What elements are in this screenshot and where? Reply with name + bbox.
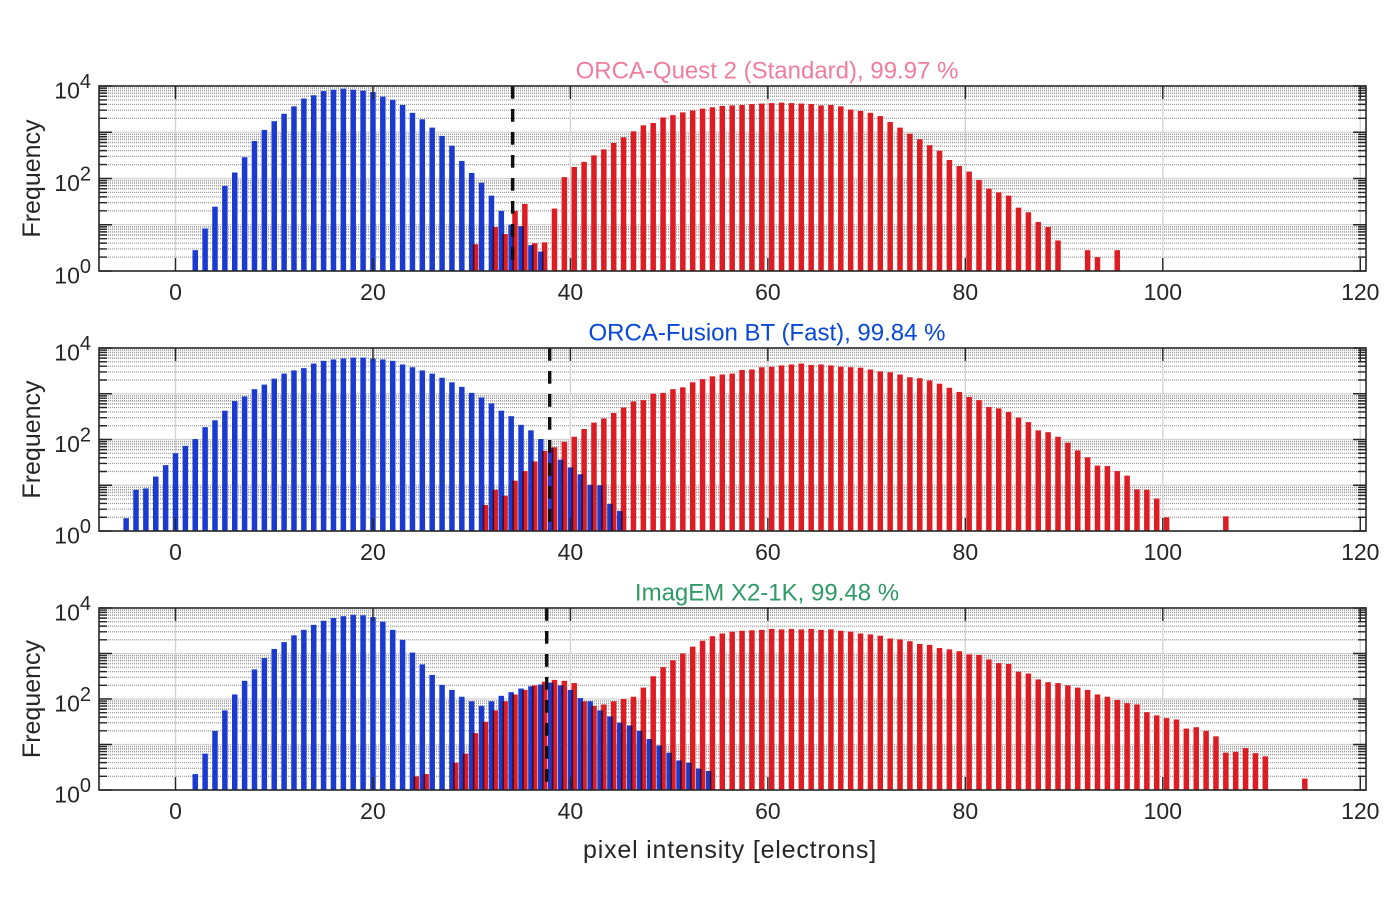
svg-text:0: 0 xyxy=(169,798,182,824)
svg-text:ORCA-Quest 2 (Standard), 99.97: ORCA-Quest 2 (Standard), 99.97 % xyxy=(576,58,959,85)
svg-text:ImagEM X2-1K, 99.48 %: ImagEM X2-1K, 99.48 % xyxy=(635,580,899,607)
svg-text:40: 40 xyxy=(558,798,584,824)
svg-text:Frequency: Frequency xyxy=(18,119,46,238)
svg-text:100: 100 xyxy=(1144,798,1182,824)
svg-text:80: 80 xyxy=(953,279,979,305)
svg-text:100: 100 xyxy=(1144,279,1182,305)
svg-text:ORCA-Fusion BT (Fast), 99.84 %: ORCA-Fusion BT (Fast), 99.84 % xyxy=(589,320,946,347)
svg-text:120: 120 xyxy=(1341,539,1379,565)
svg-text:60: 60 xyxy=(755,798,781,824)
svg-text:20: 20 xyxy=(360,539,386,565)
svg-text:80: 80 xyxy=(953,798,979,824)
svg-text:0: 0 xyxy=(169,539,182,565)
svg-text:Frequency: Frequency xyxy=(18,380,46,499)
svg-text:40: 40 xyxy=(558,539,584,565)
svg-text:100: 100 xyxy=(1144,539,1182,565)
svg-text:80: 80 xyxy=(953,539,979,565)
svg-text:60: 60 xyxy=(755,539,781,565)
svg-text:120: 120 xyxy=(1341,798,1379,824)
svg-text:40: 40 xyxy=(558,279,584,305)
svg-text:20: 20 xyxy=(360,798,386,824)
svg-text:Frequency: Frequency xyxy=(18,639,46,758)
svg-text:60: 60 xyxy=(755,279,781,305)
svg-text:pixel intensity [electrons]: pixel intensity [electrons] xyxy=(583,836,877,864)
svg-text:0: 0 xyxy=(169,279,182,305)
svg-text:120: 120 xyxy=(1341,279,1379,305)
svg-text:20: 20 xyxy=(360,279,386,305)
